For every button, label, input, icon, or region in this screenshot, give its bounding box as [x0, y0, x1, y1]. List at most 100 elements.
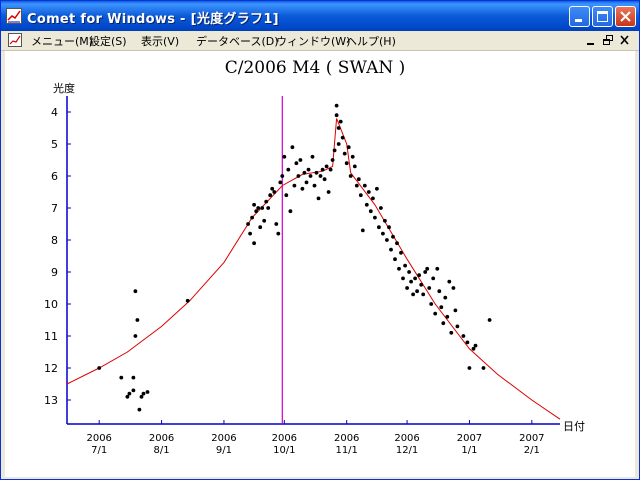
menu-item-settings[interactable]: 設定(S): [89, 35, 127, 48]
data-point: [377, 225, 381, 230]
chart-title: C/2006 M4 ( SWAN ): [225, 58, 406, 78]
data-point: [350, 154, 355, 159]
data-point: [360, 228, 365, 233]
data-point: [332, 148, 337, 153]
data-point: [272, 190, 277, 194]
menu-item-menu[interactable]: メニュー(M): [31, 35, 94, 48]
data-point: [405, 286, 409, 290]
menu-item-view[interactable]: 表示(V): [141, 35, 180, 48]
data-point: [451, 286, 456, 290]
document-icon[interactable]: [7, 33, 23, 47]
data-point: [445, 314, 450, 319]
data-point: [119, 375, 124, 380]
data-point: [296, 174, 301, 178]
data-point: [419, 282, 424, 287]
data-point: [290, 145, 295, 150]
data-point: [415, 289, 419, 294]
x-tick-year: 2007: [457, 433, 482, 444]
data-point: [133, 289, 138, 294]
data-point: [471, 346, 476, 351]
data-point: [125, 394, 130, 399]
data-point: [308, 174, 313, 178]
x-tick-year: 2006: [394, 433, 419, 444]
y-tick-label: 11: [44, 330, 58, 343]
data-point: [467, 366, 472, 370]
data-point: [310, 154, 315, 159]
data-point: [413, 276, 417, 281]
data-point: [268, 193, 273, 198]
data-point: [256, 206, 261, 210]
data-point: [250, 215, 255, 220]
data-point: [294, 161, 299, 166]
x-tick-year: 2006: [86, 433, 111, 444]
menu-item-help[interactable]: ヘルプ(H): [346, 35, 396, 48]
data-point: [280, 174, 285, 178]
data-point: [373, 215, 377, 220]
menu-item-window[interactable]: ウィンドウ(W): [276, 35, 351, 48]
child-close-icon[interactable]: [618, 34, 632, 47]
minimize-button[interactable]: [569, 6, 590, 27]
data-point: [383, 218, 387, 223]
data-point: [336, 142, 341, 146]
data-point: [274, 222, 279, 226]
data-point: [465, 340, 470, 345]
x-tick-date: 10/1: [273, 445, 295, 456]
data-point: [304, 180, 309, 185]
title-bar[interactable]: Comet for Windows - [光度グラフ1]: [1, 1, 639, 31]
close-icon: [620, 11, 631, 22]
data-point: [371, 196, 375, 201]
data-point: [298, 158, 303, 162]
data-point: [326, 190, 331, 194]
x-tick-year: 2006: [334, 433, 359, 444]
data-point: [455, 324, 460, 329]
x-tick-date: 11/1: [335, 445, 357, 456]
data-point: [127, 391, 132, 396]
data-point: [264, 199, 269, 204]
data-point: [435, 266, 440, 271]
data-point: [322, 177, 327, 182]
data-point: [421, 292, 426, 297]
x-tick-date: 8/1: [154, 445, 170, 456]
data-point: [487, 318, 492, 322]
data-point: [381, 231, 385, 236]
menu-item-database[interactable]: データベース(D): [196, 35, 279, 48]
x-tick-date: 9/1: [216, 445, 232, 456]
menu-bar: メニュー(M) 設定(S) 表示(V) データベース(D) ウィンドウ(W) ヘ…: [1, 31, 639, 51]
data-point: [391, 234, 395, 239]
data-point: [358, 193, 363, 198]
maximize-button[interactable]: [592, 6, 613, 27]
data-point: [133, 334, 138, 338]
x-tick-year: 2007: [519, 433, 544, 444]
data-point: [441, 321, 446, 326]
child-restore-icon[interactable]: [601, 34, 615, 47]
data-point: [387, 225, 391, 230]
data-point: [344, 161, 349, 166]
child-minimize-icon[interactable]: [584, 34, 598, 47]
data-point: [342, 151, 347, 156]
y-tick-label: 6: [51, 170, 58, 183]
data-point: [135, 318, 140, 322]
data-point: [340, 135, 345, 140]
data-point: [131, 375, 136, 380]
data-point: [366, 190, 371, 194]
data-point: [403, 263, 407, 268]
data-point: [266, 206, 271, 210]
data-point: [262, 218, 267, 223]
data-point: [145, 390, 150, 394]
data-point: [292, 183, 297, 188]
x-tick-year: 2006: [149, 433, 174, 444]
data-point: [336, 126, 341, 130]
data-point: [318, 174, 323, 178]
data-point: [328, 167, 333, 172]
data-point: [288, 209, 293, 214]
data-point: [306, 167, 311, 172]
data-point: [185, 298, 190, 303]
data-point: [131, 388, 136, 393]
x-tick-date: 1/1: [461, 445, 477, 456]
data-point: [407, 270, 411, 274]
close-button[interactable]: [615, 6, 636, 27]
data-point: [395, 241, 399, 246]
data-point: [346, 145, 351, 150]
data-point: [423, 270, 428, 274]
data-point: [139, 394, 144, 399]
